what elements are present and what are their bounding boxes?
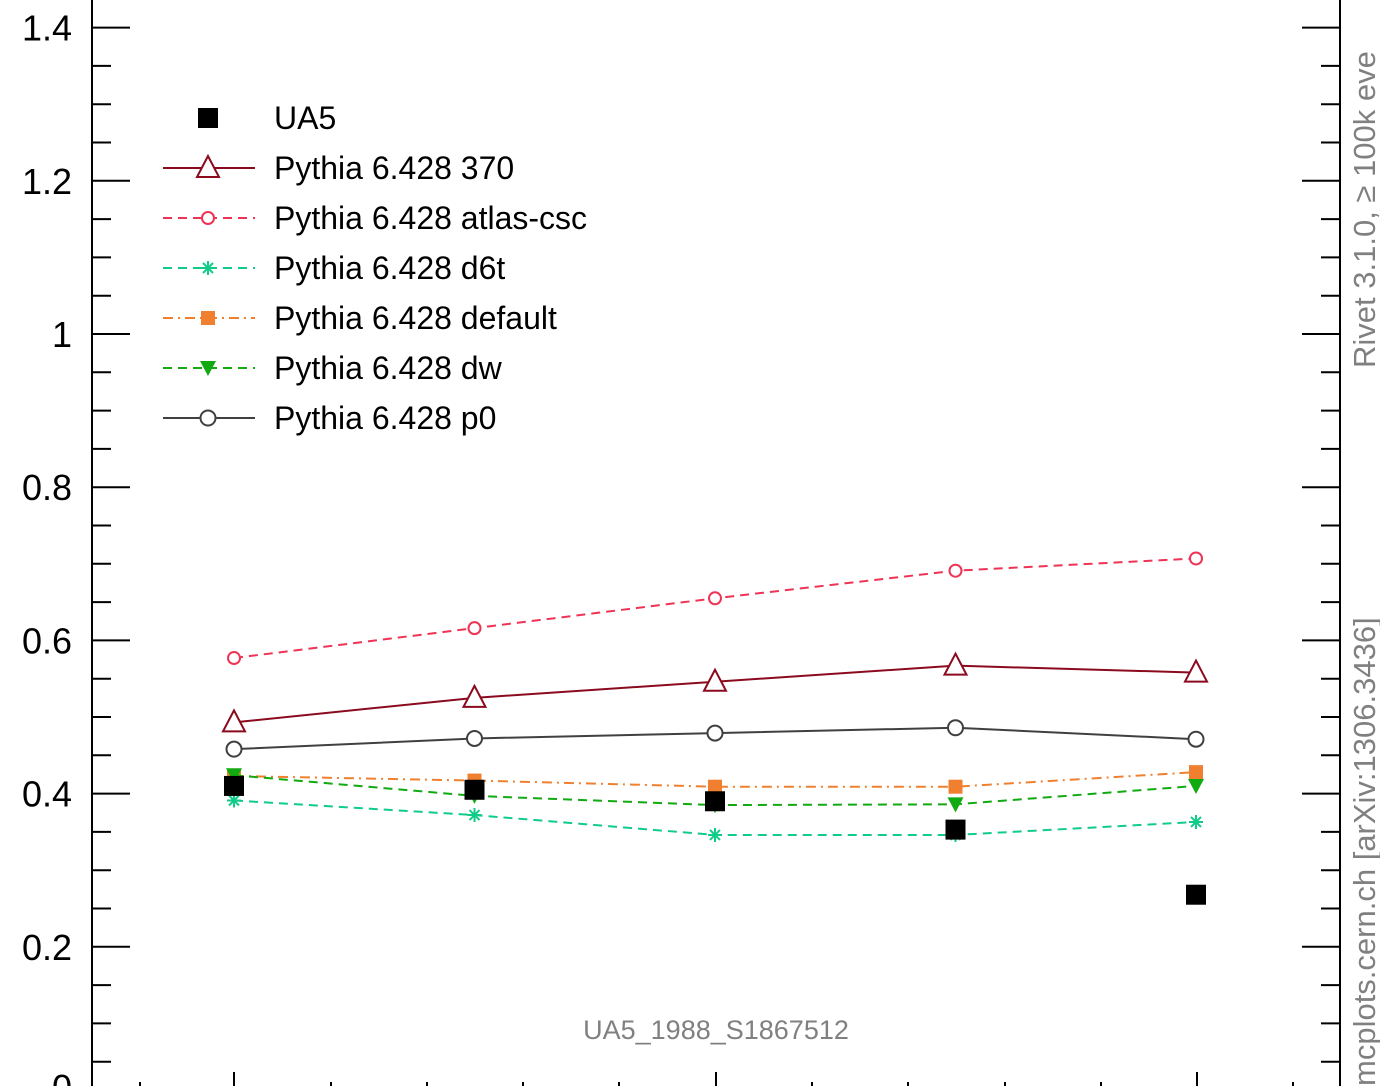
data-point xyxy=(1189,814,1203,829)
series-line xyxy=(233,771,1197,788)
data-point xyxy=(464,779,485,800)
data-point xyxy=(221,708,247,733)
y-tick-label: 1 xyxy=(52,314,72,355)
series-pythia-6-428-370 xyxy=(221,651,1209,733)
legend-entry: Pythia 6.428 d6t xyxy=(163,250,505,286)
legend-marker xyxy=(201,211,215,225)
data-point xyxy=(1189,765,1203,780)
legend-label: Pythia 6.428 370 xyxy=(274,150,514,186)
series-pythia-6-428-default xyxy=(227,765,1203,794)
data-point xyxy=(942,651,969,676)
y-tick-label: 0.2 xyxy=(22,927,72,968)
y-tick-label: 1.2 xyxy=(22,161,72,202)
legend-marker xyxy=(201,311,215,325)
side-text-top: Rivet 3.1.0, ≥ 100k eve xyxy=(1347,51,1380,368)
data-point xyxy=(945,819,966,840)
legend-entry: Pythia 6.428 p0 xyxy=(163,400,496,436)
y-axis-ticks: 0.2 0.4 0.6 0.8 1 1.2 1.4 0 xyxy=(22,8,1340,1086)
legend-label: Pythia 6.428 p0 xyxy=(274,400,496,436)
data-point xyxy=(467,621,482,636)
series-layer xyxy=(221,551,1209,905)
legend-marker xyxy=(195,153,221,178)
legend-marker xyxy=(200,361,216,376)
data-point xyxy=(1189,551,1203,566)
legend-entry: Pythia 6.428 default xyxy=(163,300,557,336)
legend-label: Pythia 6.428 default xyxy=(274,300,557,336)
y-tick-label: 1.4 xyxy=(22,8,72,49)
series-ua5 xyxy=(224,775,1206,905)
data-point xyxy=(461,683,488,708)
y-tick-label: 0.4 xyxy=(22,774,72,815)
data-point xyxy=(1187,730,1205,748)
legend-label: Pythia 6.428 atlas-csc xyxy=(274,200,587,236)
data-point xyxy=(702,667,728,692)
side-text-bottom: mcplots.cern.ch [arXiv:1306.3436] xyxy=(1347,617,1380,1086)
data-point xyxy=(224,775,244,796)
data-point xyxy=(708,779,722,794)
legend-label: Pythia 6.428 dw xyxy=(274,350,503,386)
data-point xyxy=(708,827,722,842)
data-point xyxy=(948,563,963,578)
legend-label: Pythia 6.428 d6t xyxy=(274,250,505,286)
legend-marker xyxy=(198,108,218,128)
x-axis-ticks xyxy=(139,1072,1294,1086)
data-point xyxy=(225,740,243,758)
data-point xyxy=(708,591,722,606)
data-point xyxy=(467,808,482,823)
y-tick-label-partial: 0 xyxy=(52,1067,72,1086)
legend-entry: Pythia 6.428 370 xyxy=(163,150,514,186)
series-line xyxy=(233,557,1197,660)
data-point xyxy=(706,724,724,742)
series-pythia-6-428-d6t xyxy=(227,793,1203,842)
legend-entry: UA5 xyxy=(198,100,336,136)
data-point xyxy=(705,791,725,812)
data-point xyxy=(226,768,242,784)
data-point xyxy=(1183,658,1209,683)
data-point xyxy=(1186,884,1206,905)
series-pythia-6-428-atlas-csc xyxy=(227,551,1203,666)
legend-marker xyxy=(199,409,217,427)
data-point xyxy=(466,729,483,747)
analysis-watermark: UA5_1988_S1867512 xyxy=(583,1015,849,1045)
data-point xyxy=(227,793,241,808)
data-point xyxy=(948,779,963,794)
legend-label: UA5 xyxy=(274,100,336,136)
legend-entry: Pythia 6.428 dw xyxy=(163,350,503,386)
data-point xyxy=(947,797,964,813)
series-pythia-6-428-p0 xyxy=(225,719,1205,758)
data-point xyxy=(1188,778,1204,794)
y-tick-label: 0.8 xyxy=(22,467,72,508)
y-tick-label: 0.6 xyxy=(22,620,72,661)
data-point xyxy=(947,719,964,737)
data-point xyxy=(227,651,241,666)
legend-entry: Pythia 6.428 atlas-csc xyxy=(163,200,587,236)
legend: UA5 Pythia 6.428 370 Pythia 6.428 atlas-cs… xyxy=(163,100,587,436)
legend-marker xyxy=(201,261,215,275)
